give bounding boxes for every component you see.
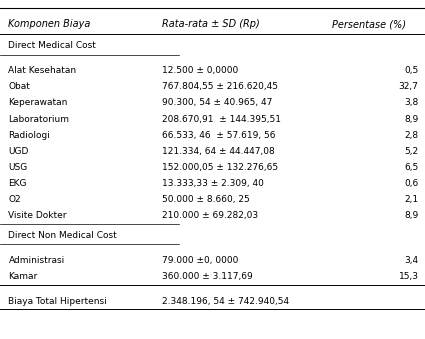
Text: 66.533, 46  ± 57.619, 56: 66.533, 46 ± 57.619, 56 (162, 131, 275, 140)
Text: 210.000 ± 69.282,03: 210.000 ± 69.282,03 (162, 211, 258, 220)
Text: 8,9: 8,9 (404, 211, 419, 220)
Text: Alat Kesehatan: Alat Kesehatan (8, 66, 76, 75)
Text: 208.670,91  ± 144.395,51: 208.670,91 ± 144.395,51 (162, 115, 280, 123)
Text: Keperawatan: Keperawatan (8, 98, 68, 107)
Text: 360.000 ± 3.117,69: 360.000 ± 3.117,69 (162, 272, 252, 281)
Text: Persentase (%): Persentase (%) (332, 19, 405, 29)
Text: 12.500 ± 0,0000: 12.500 ± 0,0000 (162, 66, 238, 75)
Text: 5,2: 5,2 (405, 147, 419, 156)
Text: 32,7: 32,7 (399, 82, 419, 91)
Text: EKG: EKG (8, 179, 27, 188)
Text: 152.000,05 ± 132.276,65: 152.000,05 ± 132.276,65 (162, 163, 278, 172)
Text: 2.348.196, 54 ± 742.940,54: 2.348.196, 54 ± 742.940,54 (162, 297, 289, 305)
Text: Visite Dokter: Visite Dokter (8, 211, 67, 220)
Text: 50.000 ± 8.660, 25: 50.000 ± 8.660, 25 (162, 195, 249, 204)
Text: Direct Non Medical Cost: Direct Non Medical Cost (8, 231, 117, 240)
Text: 121.334, 64 ± 44.447,08: 121.334, 64 ± 44.447,08 (162, 147, 274, 156)
Text: 6,5: 6,5 (404, 163, 419, 172)
Text: Radiologi: Radiologi (8, 131, 51, 140)
Text: 767.804,55 ± 216.620,45: 767.804,55 ± 216.620,45 (162, 82, 278, 91)
Text: Laboratorium: Laboratorium (8, 115, 70, 123)
Text: 8,9: 8,9 (404, 115, 419, 123)
Text: Komponen Biaya: Komponen Biaya (8, 19, 91, 29)
Text: 15,3: 15,3 (399, 272, 419, 281)
Text: Obat: Obat (8, 82, 30, 91)
Text: 90.300, 54 ± 40.965, 47: 90.300, 54 ± 40.965, 47 (162, 98, 272, 107)
Text: 0,6: 0,6 (404, 179, 419, 188)
Text: 3,8: 3,8 (404, 98, 419, 107)
Text: UGD: UGD (8, 147, 29, 156)
Text: 0,5: 0,5 (404, 66, 419, 75)
Text: USG: USG (8, 163, 28, 172)
Text: Kamar: Kamar (8, 272, 38, 281)
Text: 2,8: 2,8 (405, 131, 419, 140)
Text: Biaya Total Hipertensi: Biaya Total Hipertensi (8, 297, 107, 305)
Text: Rata-rata ± SD (Rp): Rata-rata ± SD (Rp) (162, 19, 259, 29)
Text: 79.000 ±0, 0000: 79.000 ±0, 0000 (162, 256, 238, 265)
Text: O2: O2 (8, 195, 21, 204)
Text: 13.333,33 ± 2.309, 40: 13.333,33 ± 2.309, 40 (162, 179, 264, 188)
Text: 2,1: 2,1 (405, 195, 419, 204)
Text: Administrasi: Administrasi (8, 256, 65, 265)
Text: Direct Medical Cost: Direct Medical Cost (8, 41, 96, 50)
Text: 3,4: 3,4 (405, 256, 419, 265)
